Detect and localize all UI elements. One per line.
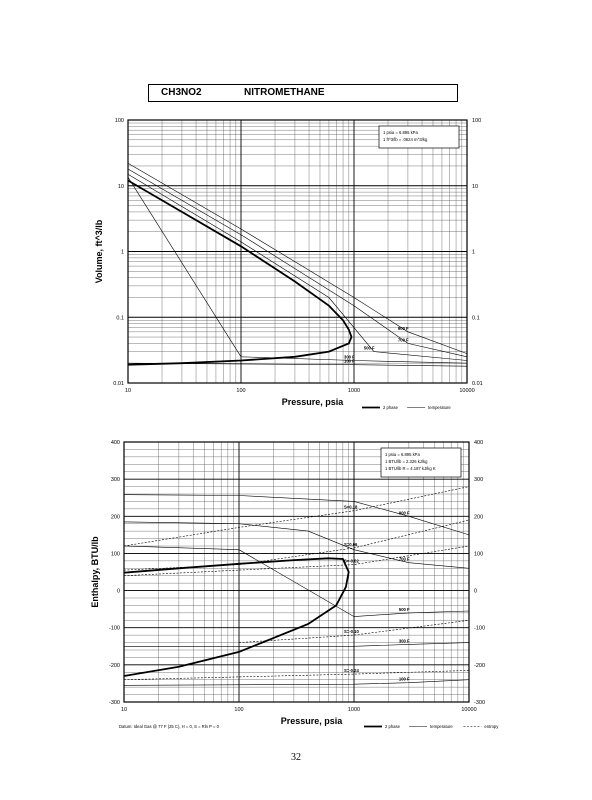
series-line-temperature <box>127 162 468 354</box>
curve-label: 500 F <box>399 607 410 612</box>
conversion-note: 1 psia = 6.895 kPa <box>383 130 418 135</box>
legend-label: temperature <box>430 724 453 729</box>
y-tick-label-right: 0.01 <box>472 381 483 387</box>
y-tick-label-right: -300 <box>474 700 485 706</box>
y-tick-label-left: 10 <box>118 184 124 190</box>
plot-frame <box>127 119 468 384</box>
plot-frame <box>123 441 470 703</box>
x-tick-label: 10000 <box>459 388 474 394</box>
y-tick-label-left: 100 <box>111 551 120 557</box>
x-tick-label: 1000 <box>348 707 360 713</box>
enthalpy-pressure-chart: 10 100 1000 10000-300 -300-200 -200-100 -1000 0… <box>90 440 499 729</box>
curve-label: S=-0.10 <box>344 629 359 634</box>
conversion-note: 1 BTU/lb = 2.326 kJ/kg <box>385 459 428 464</box>
curve-label: 300 F <box>399 638 410 643</box>
chemical-formula: CH3NO2 <box>161 87 202 98</box>
curve-label: S=0.18 <box>344 505 358 510</box>
y-tick-label-left: 300 <box>111 477 120 483</box>
x-tick-label: 1000 <box>348 388 360 394</box>
legend-label: temperature <box>428 405 451 410</box>
x-tick-label: 10 <box>125 388 131 394</box>
x-tick-label: 10000 <box>461 707 476 713</box>
chart-title-box: CH3NO2 NITROMETHANE <box>148 84 458 102</box>
series-line-temperature <box>123 679 470 686</box>
y-tick-label-left: 400 <box>111 440 120 446</box>
series-line-temperature <box>123 545 470 617</box>
y-tick-label-left: -300 <box>109 700 120 706</box>
curve-label: S=-0.02 <box>344 559 359 564</box>
series-line-2-phase <box>123 557 350 677</box>
y-tick-label-right: 200 <box>474 514 483 520</box>
series-line-entropy <box>123 519 470 571</box>
x-tick-label: 10 <box>121 707 127 713</box>
series-line-temperature <box>127 177 468 364</box>
curve-label: 500 F <box>364 346 375 351</box>
y-tick-label-right: -100 <box>474 626 485 632</box>
y-tick-label-left: 0.01 <box>113 381 124 387</box>
series-line-entropy <box>123 545 470 576</box>
x-axis-label: Pressure, psia <box>282 397 345 407</box>
curve-label: 900 F <box>399 510 410 515</box>
series-line-2-phase <box>127 179 353 366</box>
legend-label: entropy <box>484 724 499 729</box>
y-tick-label-left: 0.1 <box>116 315 124 321</box>
series-line-temperature <box>127 173 468 361</box>
curve-label: S=0.06 <box>344 542 358 547</box>
curve-label: 100 F <box>344 359 355 364</box>
y-tick-label-left: -200 <box>109 663 120 669</box>
x-axis-label: Pressure, psia <box>281 716 344 726</box>
x-tick-label: 100 <box>234 707 243 713</box>
series-line-entropy <box>238 620 470 643</box>
curve-label: 100 F <box>399 677 410 682</box>
page-number: 32 <box>291 752 301 763</box>
y-tick-label-left: 0 <box>117 589 120 595</box>
curve-label: S=-0.24 <box>344 668 359 673</box>
y-tick-label-right: 0.1 <box>472 315 480 321</box>
y-tick-label-right: 1 <box>472 250 475 256</box>
y-tick-label-right: 400 <box>474 440 483 446</box>
series-line-temperature <box>124 642 470 647</box>
y-tick-label-left: 100 <box>115 118 124 124</box>
x-tick-label: 100 <box>236 388 245 394</box>
series-line-entropy <box>123 670 470 680</box>
conversion-box <box>378 125 460 149</box>
chemical-name: NITROMETHANE <box>244 87 325 98</box>
series-line-temperature <box>127 168 468 358</box>
series-line-temperature <box>127 362 468 367</box>
curve-label: 700 F <box>398 337 409 342</box>
legend-label: 2 phase <box>383 405 399 410</box>
series-line-entropy <box>123 486 470 547</box>
conversion-note: 1 psia = 6.895 kPa <box>385 452 420 457</box>
curve-label: 300 F <box>344 354 355 359</box>
y-axis-label: Enthalpy, BTU/lb <box>90 536 100 608</box>
y-tick-label-right: 100 <box>474 551 483 557</box>
series-line-temperature <box>123 521 470 569</box>
y-tick-label-left: -100 <box>109 626 120 632</box>
y-axis-label: Volume, ft^3/lb <box>94 219 104 283</box>
curve-label: 900 F <box>398 326 409 331</box>
y-tick-label-right: 0 <box>474 589 477 595</box>
datum-note: Datum: Ideal Gas @ 77 F (25 C), H = 0, S… <box>119 724 220 729</box>
y-tick-label-right: 100 <box>472 118 481 124</box>
conversion-note: 1 BTU/lb R = 4.187 kJ/kg K <box>385 466 436 471</box>
y-tick-label-left: 200 <box>111 514 120 520</box>
y-tick-label-left: 1 <box>121 250 124 256</box>
conversion-box <box>380 447 462 478</box>
series-line-temperature <box>123 494 470 536</box>
y-tick-label-right: 10 <box>472 184 478 190</box>
y-tick-label-right: 300 <box>474 477 483 483</box>
legend-label: 2 phase <box>385 724 401 729</box>
curve-label: 700 F <box>399 557 410 562</box>
y-tick-label-right: -200 <box>474 663 485 669</box>
conversion-note: 1 ft^3/lb = .0624 m^3/kg <box>383 137 428 142</box>
